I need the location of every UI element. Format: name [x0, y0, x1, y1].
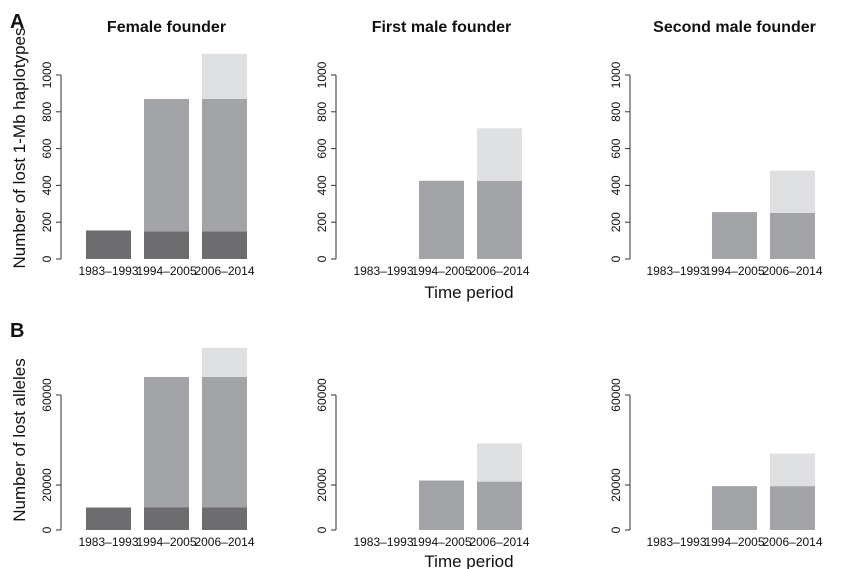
bar-segment — [202, 347, 247, 377]
y-tick-label: 1000 — [609, 61, 623, 88]
y-tick-label: 20000 — [315, 468, 329, 502]
bar-segment — [86, 230, 131, 259]
x-tick-label: 1983–1993 — [646, 535, 706, 549]
bar-segment — [202, 98, 247, 232]
row-a-x-axis-label: Time period — [424, 283, 513, 302]
y-tick-label: 800 — [609, 101, 623, 121]
bar-segment — [477, 443, 522, 482]
panel-title: First male founder — [372, 19, 512, 36]
y-tick-label: 600 — [40, 138, 54, 158]
bar-segment — [770, 170, 815, 213]
x-tick-label: 1983–1993 — [78, 535, 138, 549]
panel-letter-b: B — [10, 320, 24, 342]
y-tick-label: 600 — [609, 138, 623, 158]
bar-segment — [144, 98, 189, 232]
y-tick-label: 0 — [40, 255, 54, 262]
y-tick-label: 200 — [609, 212, 623, 232]
bar-segment — [202, 377, 247, 508]
x-tick-label: 2006–2014 — [194, 535, 254, 549]
bar-segment — [712, 486, 757, 530]
bar-segment — [477, 180, 522, 259]
bar-segment — [770, 453, 815, 487]
panel-letter-a: A — [10, 11, 24, 33]
bar-segment — [770, 486, 815, 530]
y-tick-label: 1000 — [40, 61, 54, 88]
y-tick-label: 600 — [315, 138, 329, 158]
bar-segment — [770, 213, 815, 259]
row-b-x-axis-label: Time period — [424, 552, 513, 569]
panel-a-3: Second male founder 0 200 400 600 800 1000 1983… — [609, 19, 823, 278]
x-tick-label: 2006–2014 — [469, 264, 529, 278]
bar-segment — [419, 480, 464, 530]
bar-segment — [202, 507, 247, 530]
x-tick-label: 1983–1993 — [646, 264, 706, 278]
y-tick-label: 800 — [315, 101, 329, 121]
x-tick-label: 1983–1993 — [78, 264, 138, 278]
panel-title: Female founder — [107, 19, 226, 36]
bar-segment — [477, 128, 522, 181]
x-tick-label: 2006–2014 — [469, 535, 529, 549]
bar-segment — [86, 507, 131, 530]
y-tick-label: 60000 — [609, 378, 623, 412]
y-tick-label: 0 — [315, 526, 329, 533]
y-tick-label: 800 — [40, 101, 54, 121]
bar-segment — [144, 231, 189, 259]
x-tick-label: 2006–2014 — [762, 264, 822, 278]
y-tick-label: 0 — [609, 255, 623, 262]
x-tick-label: 2006–2014 — [194, 264, 254, 278]
bar-segment — [202, 231, 247, 259]
y-tick-label: 60000 — [315, 378, 329, 412]
x-tick-label: 2006–2014 — [762, 535, 822, 549]
bar-segment — [202, 53, 247, 99]
bar-segment — [144, 507, 189, 530]
panel-a-1: Female founder 0 200 400 600 800 1000 1983–1993… — [40, 19, 255, 278]
y-tick-label: 20000 — [609, 468, 623, 502]
row-a-y-axis-label: Number of lost 1-Mb haplotypes — [10, 28, 29, 269]
x-tick-label: 1994–2005 — [704, 535, 764, 549]
panel-a-2: First male founder 0 200 400 600 800 1000 1983–… — [315, 19, 530, 278]
y-tick-label: 200 — [40, 212, 54, 232]
y-tick-label: 400 — [315, 175, 329, 195]
x-tick-label: 1994–2005 — [411, 264, 471, 278]
bar-segment — [419, 180, 464, 259]
x-tick-label: 1994–2005 — [136, 264, 196, 278]
y-tick-label: 60000 — [40, 378, 54, 412]
bar-segment — [712, 212, 757, 259]
x-tick-label: 1994–2005 — [411, 535, 471, 549]
y-tick-label: 400 — [609, 175, 623, 195]
y-tick-label: 20000 — [40, 468, 54, 502]
panel-title: Second male founder — [653, 19, 816, 36]
y-tick-label: 0 — [315, 255, 329, 262]
x-tick-label: 1994–2005 — [136, 535, 196, 549]
x-tick-label: 1983–1993 — [353, 264, 413, 278]
bar-segment — [477, 481, 522, 530]
row-b-y-axis-label: Number of lost alleles — [10, 358, 29, 521]
chart-panels: Female founder 0 200 400 600 800 1000 1983–1993… — [40, 19, 823, 549]
x-tick-label: 1983–1993 — [353, 535, 413, 549]
x-tick-label: 1994–2005 — [704, 264, 764, 278]
y-tick-label: 0 — [609, 526, 623, 533]
y-tick-label: 1000 — [315, 61, 329, 88]
y-tick-label: 400 — [40, 175, 54, 195]
y-tick-label: 0 — [40, 526, 54, 533]
bar-segment — [144, 377, 189, 508]
y-tick-label: 200 — [315, 212, 329, 232]
